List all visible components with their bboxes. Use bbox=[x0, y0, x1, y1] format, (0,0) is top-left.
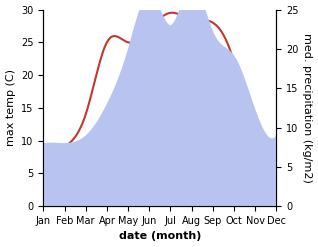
Y-axis label: med. precipitation (kg/m2): med. precipitation (kg/m2) bbox=[302, 33, 313, 183]
Y-axis label: max temp (C): max temp (C) bbox=[5, 69, 16, 146]
X-axis label: date (month): date (month) bbox=[119, 231, 201, 242]
